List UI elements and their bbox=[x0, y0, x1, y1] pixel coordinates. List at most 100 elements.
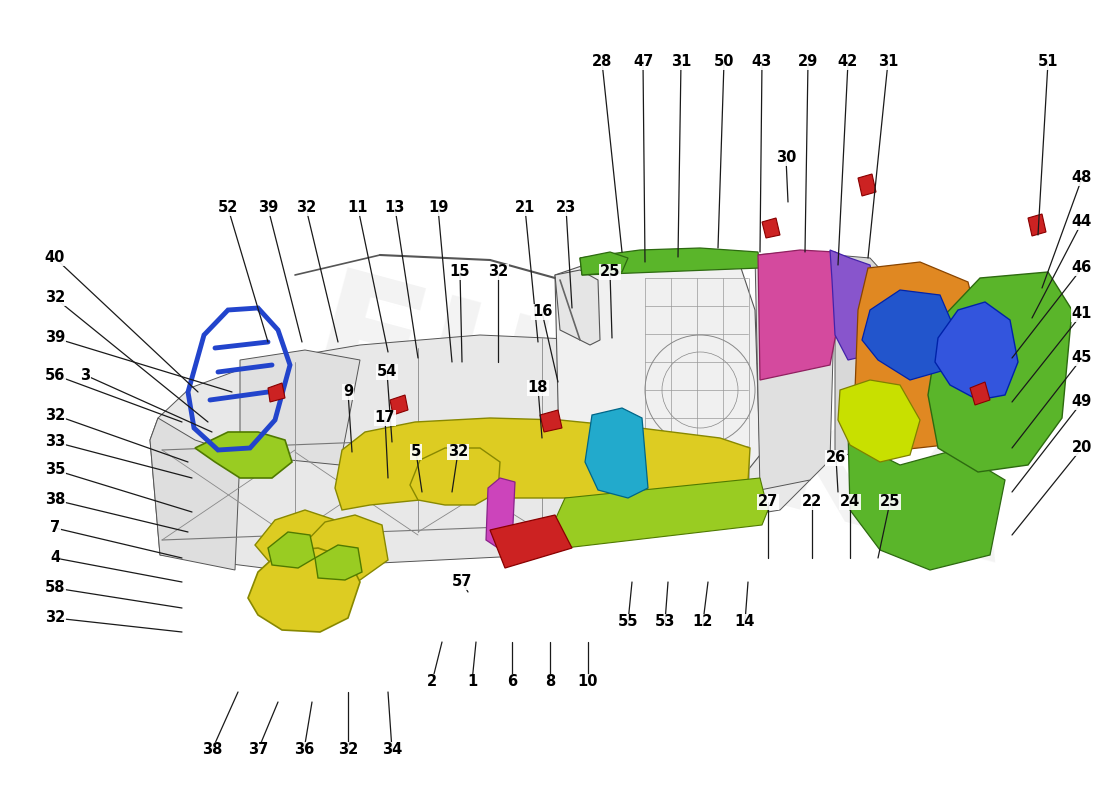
Text: 35: 35 bbox=[45, 462, 65, 478]
Text: 32: 32 bbox=[448, 445, 469, 459]
Text: 21: 21 bbox=[515, 201, 536, 215]
Text: 6: 6 bbox=[507, 674, 517, 690]
Text: EUREKA: EUREKA bbox=[293, 262, 1027, 598]
Polygon shape bbox=[486, 478, 515, 548]
Text: 13: 13 bbox=[385, 201, 405, 215]
Polygon shape bbox=[268, 532, 315, 568]
Text: 34: 34 bbox=[382, 742, 403, 758]
Polygon shape bbox=[858, 174, 876, 196]
Text: 40: 40 bbox=[45, 250, 65, 266]
Polygon shape bbox=[755, 252, 835, 490]
Text: 16: 16 bbox=[531, 305, 552, 319]
Text: 32: 32 bbox=[296, 201, 316, 215]
Text: 15: 15 bbox=[450, 265, 471, 279]
Text: 27: 27 bbox=[758, 494, 778, 510]
Text: 32: 32 bbox=[338, 742, 359, 758]
Polygon shape bbox=[1028, 214, 1046, 236]
Text: 20: 20 bbox=[1071, 441, 1092, 455]
Text: 12: 12 bbox=[693, 614, 713, 630]
Polygon shape bbox=[758, 250, 850, 380]
Text: 41: 41 bbox=[1071, 306, 1092, 322]
Polygon shape bbox=[556, 252, 760, 500]
Polygon shape bbox=[970, 382, 990, 405]
Polygon shape bbox=[410, 448, 500, 505]
Text: 2: 2 bbox=[427, 674, 437, 690]
Text: 31: 31 bbox=[878, 54, 899, 70]
Text: 52: 52 bbox=[218, 201, 239, 215]
Text: 3: 3 bbox=[80, 367, 90, 382]
Polygon shape bbox=[268, 383, 285, 402]
Polygon shape bbox=[762, 218, 780, 238]
Polygon shape bbox=[195, 432, 292, 478]
Polygon shape bbox=[928, 272, 1072, 472]
Text: 11: 11 bbox=[348, 201, 369, 215]
Text: 9: 9 bbox=[343, 385, 353, 399]
Text: 32: 32 bbox=[45, 610, 65, 626]
Text: 26: 26 bbox=[826, 450, 846, 466]
Text: 44: 44 bbox=[1071, 214, 1092, 230]
Text: 25: 25 bbox=[880, 494, 900, 510]
Text: 57: 57 bbox=[452, 574, 472, 590]
Text: 58: 58 bbox=[45, 581, 65, 595]
Text: 14: 14 bbox=[735, 614, 756, 630]
Text: 7: 7 bbox=[50, 521, 60, 535]
Text: 51: 51 bbox=[1037, 54, 1058, 70]
Polygon shape bbox=[390, 395, 408, 415]
Text: 32: 32 bbox=[45, 290, 65, 306]
Text: 19: 19 bbox=[428, 201, 448, 215]
Polygon shape bbox=[540, 410, 562, 432]
Text: 23: 23 bbox=[556, 201, 576, 215]
Text: 38: 38 bbox=[201, 742, 222, 758]
Polygon shape bbox=[150, 418, 240, 570]
Text: 1: 1 bbox=[466, 674, 477, 690]
Polygon shape bbox=[935, 302, 1018, 400]
Text: 28: 28 bbox=[592, 54, 613, 70]
Polygon shape bbox=[830, 250, 878, 360]
Text: 31: 31 bbox=[671, 54, 691, 70]
Text: 42: 42 bbox=[838, 54, 858, 70]
Text: 39: 39 bbox=[45, 330, 65, 346]
Text: 38: 38 bbox=[45, 493, 65, 507]
Text: 49: 49 bbox=[1071, 394, 1092, 410]
Text: 47: 47 bbox=[632, 54, 653, 70]
Text: 30: 30 bbox=[776, 150, 796, 166]
Text: 33: 33 bbox=[45, 434, 65, 450]
Text: 10: 10 bbox=[578, 674, 598, 690]
Polygon shape bbox=[150, 335, 810, 572]
Polygon shape bbox=[848, 430, 1005, 570]
Polygon shape bbox=[556, 270, 600, 345]
Text: 5: 5 bbox=[411, 445, 421, 459]
Text: 48: 48 bbox=[1071, 170, 1092, 186]
Polygon shape bbox=[490, 515, 572, 568]
Text: 8: 8 bbox=[544, 674, 556, 690]
Text: 36: 36 bbox=[294, 742, 315, 758]
Text: 37: 37 bbox=[248, 742, 268, 758]
Text: 29: 29 bbox=[798, 54, 818, 70]
Text: 43: 43 bbox=[752, 54, 772, 70]
Polygon shape bbox=[580, 252, 628, 275]
Polygon shape bbox=[336, 418, 750, 510]
Polygon shape bbox=[855, 262, 980, 450]
Text: 50: 50 bbox=[714, 54, 735, 70]
Text: 45: 45 bbox=[1071, 350, 1092, 366]
Polygon shape bbox=[862, 290, 955, 380]
Text: 32: 32 bbox=[45, 407, 65, 422]
Polygon shape bbox=[580, 248, 760, 275]
Text: 39: 39 bbox=[257, 201, 278, 215]
Polygon shape bbox=[838, 380, 920, 462]
Text: 54: 54 bbox=[377, 365, 397, 379]
Text: 56: 56 bbox=[45, 367, 65, 382]
Polygon shape bbox=[240, 350, 360, 465]
Polygon shape bbox=[248, 548, 360, 632]
Polygon shape bbox=[556, 478, 768, 548]
Text: 17: 17 bbox=[375, 410, 395, 426]
Text: 32: 32 bbox=[488, 265, 508, 279]
Text: 46: 46 bbox=[1071, 261, 1092, 275]
Polygon shape bbox=[585, 408, 648, 498]
Text: 24: 24 bbox=[840, 494, 860, 510]
Text: 53: 53 bbox=[654, 614, 675, 630]
Polygon shape bbox=[255, 510, 340, 575]
Text: 25: 25 bbox=[600, 265, 620, 279]
Text: 4: 4 bbox=[50, 550, 60, 566]
Text: 22: 22 bbox=[802, 494, 822, 510]
